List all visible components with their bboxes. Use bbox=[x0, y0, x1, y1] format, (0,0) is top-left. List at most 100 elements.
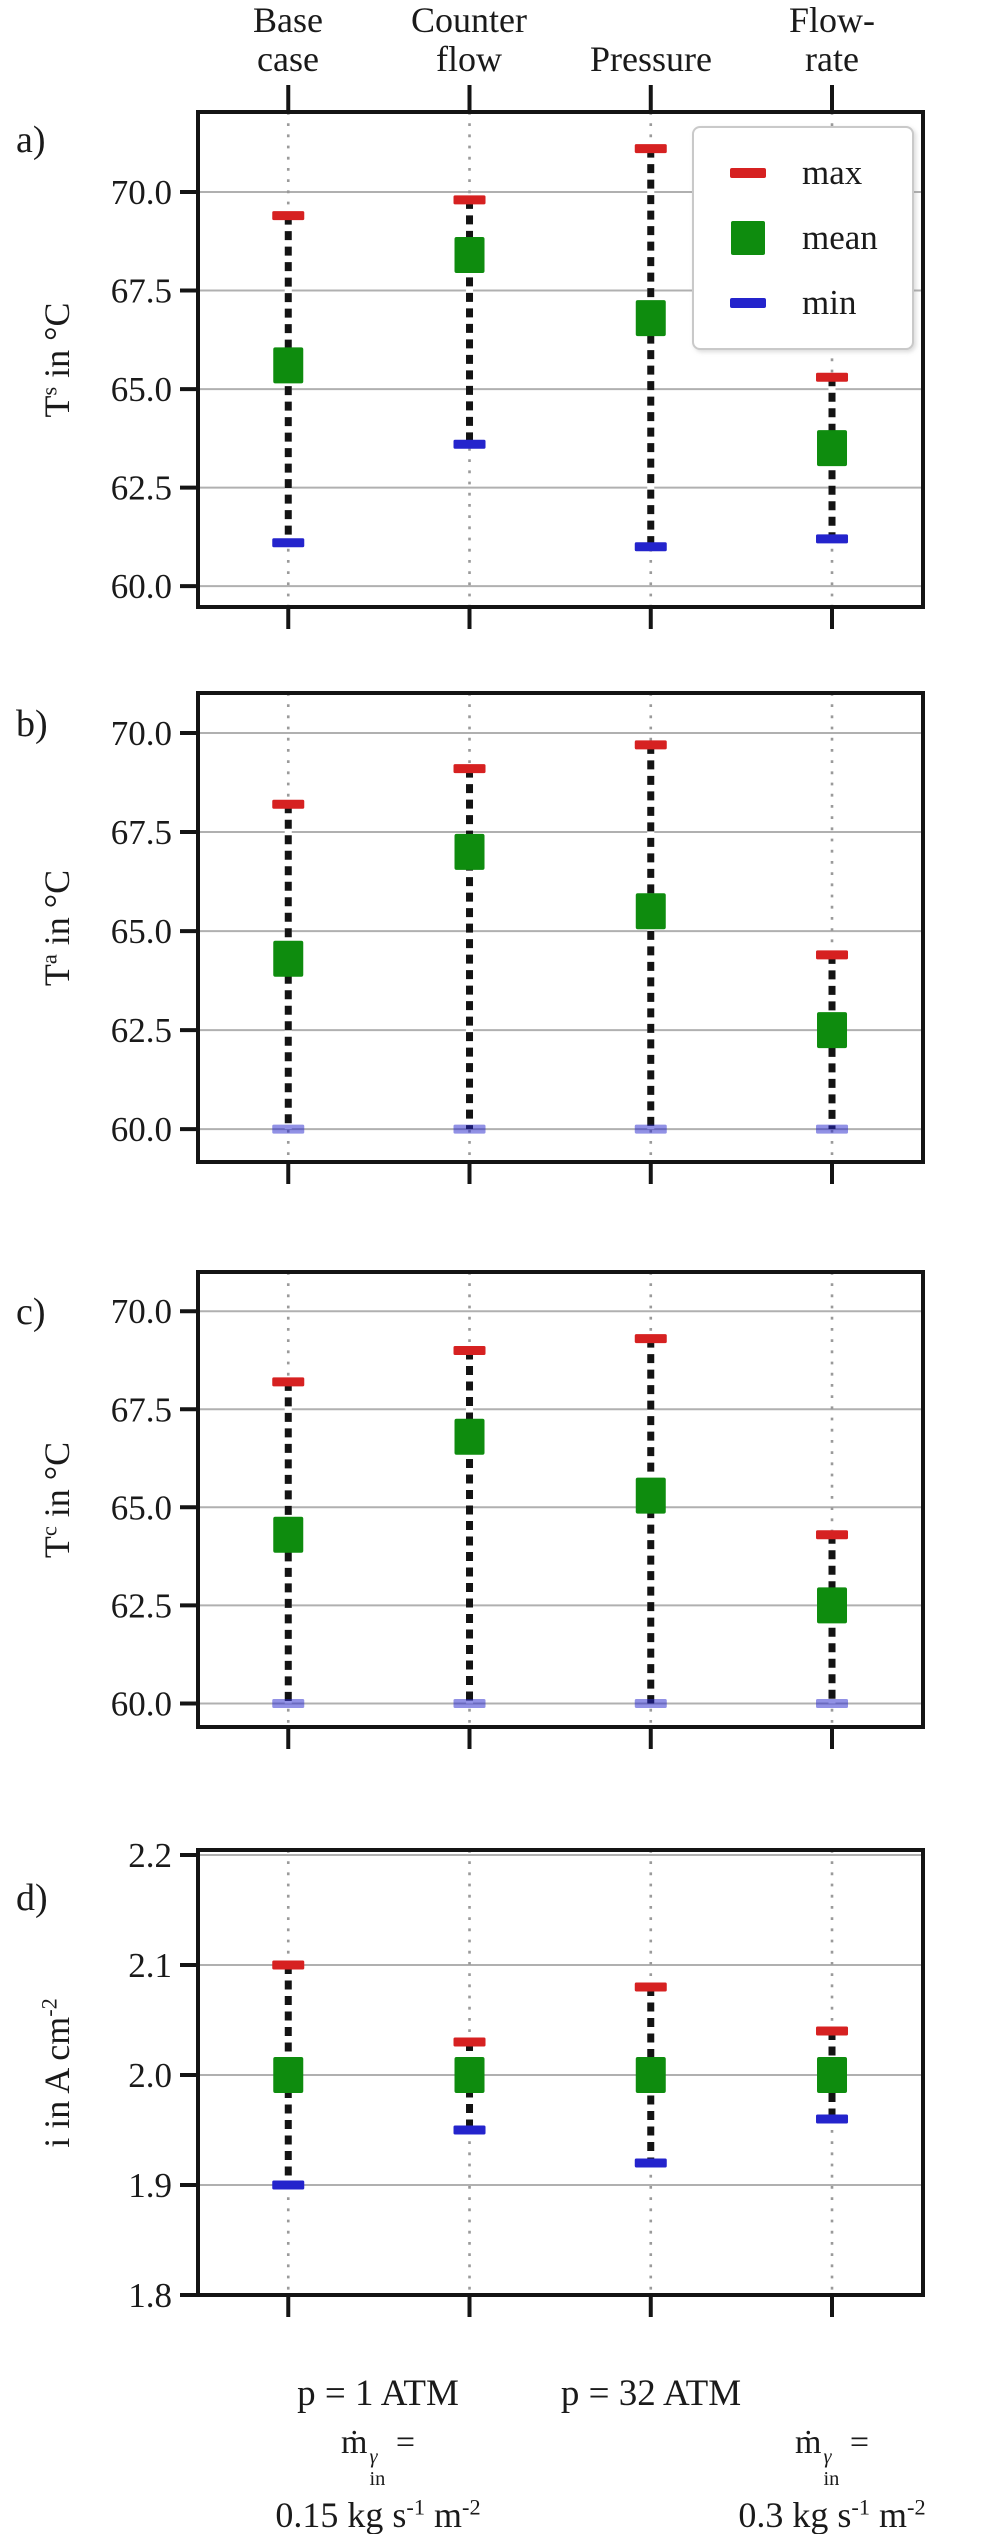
value-text: 0.15 kg s bbox=[275, 2495, 407, 2534]
column-header-counter-flow: Counter flow bbox=[411, 0, 527, 80]
legend: max mean min bbox=[692, 126, 914, 350]
max-marker bbox=[816, 2026, 849, 2036]
min-marker bbox=[634, 1124, 667, 1134]
y-axis-label-a: Ts in °C bbox=[36, 302, 78, 417]
y-axis-label-c: Tc in °C bbox=[36, 1442, 78, 1558]
exponent-1: -1 bbox=[851, 2494, 870, 2520]
mean-marker bbox=[273, 940, 304, 977]
panel-label-a: a) bbox=[16, 119, 46, 161]
min-marker-icon bbox=[730, 298, 766, 308]
exponent-2: -2 bbox=[907, 2494, 926, 2520]
y-tick-label: 2.2 bbox=[128, 1836, 172, 1875]
y-axis-label-b-rest: in °C bbox=[37, 869, 77, 955]
y-tick-label: 2.0 bbox=[128, 2056, 172, 2095]
panel-label-b: b) bbox=[16, 703, 48, 745]
mean-marker bbox=[454, 237, 485, 274]
y-axis-label-c-base: T bbox=[37, 1536, 77, 1559]
max-marker bbox=[272, 1960, 305, 1970]
max-marker bbox=[634, 1982, 667, 1992]
y-tick-label: 65.0 bbox=[111, 370, 172, 409]
mdot-subsup: γ in bbox=[369, 2446, 386, 2490]
panel-label-d: d) bbox=[16, 1877, 48, 1919]
mean-marker bbox=[817, 1012, 848, 1049]
value-text: 0.3 kg s bbox=[738, 2495, 852, 2534]
min-marker bbox=[816, 1124, 849, 1134]
max-marker bbox=[453, 2037, 486, 2047]
mean-marker bbox=[635, 893, 666, 930]
mdot-sup-gamma: γ bbox=[823, 2446, 832, 2469]
max-marker bbox=[634, 740, 667, 750]
mdot-symbol: ṁ bbox=[340, 2424, 368, 2461]
max-marker bbox=[816, 950, 849, 960]
min-marker bbox=[453, 1698, 486, 1708]
mean-marker bbox=[273, 1516, 304, 1553]
legend-mean-swatch-box bbox=[694, 221, 802, 255]
mdot-formula-left: ṁ γ in = bbox=[275, 2424, 480, 2490]
max-marker bbox=[272, 1377, 305, 1387]
min-marker bbox=[272, 1124, 305, 1134]
max-marker bbox=[634, 144, 667, 154]
min-marker bbox=[272, 538, 305, 548]
plot-frame bbox=[196, 691, 925, 1164]
mdot-sub-in: in bbox=[369, 2467, 386, 2490]
mean-marker bbox=[635, 300, 666, 337]
min-marker bbox=[453, 1124, 486, 1134]
y-axis-label-d-sup: -2 bbox=[36, 1998, 62, 2017]
y-tick-label: 60.0 bbox=[111, 567, 172, 606]
legend-max-swatch-box bbox=[694, 168, 802, 178]
unit-m: m bbox=[425, 2495, 463, 2534]
y-tick-label: 65.0 bbox=[111, 1488, 172, 1527]
max-marker bbox=[816, 372, 849, 382]
plot-frame bbox=[196, 1270, 925, 1729]
min-marker bbox=[453, 2125, 486, 2135]
y-tick-label: 2.1 bbox=[128, 1946, 172, 1985]
y-axis-label-a-sup: s bbox=[36, 386, 62, 396]
column-header-flow-rate: Flow- rate bbox=[788, 0, 876, 80]
mdot-symbol: ṁ bbox=[794, 2424, 822, 2461]
legend-min-swatch-box bbox=[694, 298, 802, 308]
max-marker bbox=[453, 195, 486, 205]
y-tick-label: 67.5 bbox=[111, 813, 172, 852]
pressure-label-right: p = 32 ATM bbox=[560, 2373, 742, 2414]
mdot-formula-right: ṁ γ in = bbox=[738, 2424, 925, 2490]
legend-item-mean: mean bbox=[694, 218, 912, 258]
min-marker bbox=[453, 439, 486, 449]
mdot-subsup: γ in bbox=[823, 2446, 840, 2490]
y-tick-label: 60.0 bbox=[111, 1685, 172, 1724]
mdot-value-left: 0.15 kg s-1 m-2 bbox=[275, 2494, 480, 2534]
y-tick-label: 62.5 bbox=[111, 1011, 172, 1050]
y-tick-label: 70.0 bbox=[111, 173, 172, 212]
mdot-value-right: 0.3 kg s-1 m-2 bbox=[738, 2494, 925, 2534]
mean-marker-icon bbox=[731, 221, 765, 255]
y-tick-label: 1.9 bbox=[128, 2166, 172, 2205]
mean-marker bbox=[635, 2056, 666, 2093]
column-header-base-case: Base case bbox=[253, 0, 323, 80]
unit-m: m bbox=[870, 2495, 908, 2534]
y-tick-label: 67.5 bbox=[111, 1390, 172, 1429]
y-tick-label: 62.5 bbox=[111, 469, 172, 508]
y-axis-label-b: Ta in °C bbox=[36, 870, 78, 986]
exponent-2: -2 bbox=[462, 2494, 481, 2520]
y-axis-label-a-base: T bbox=[37, 395, 77, 418]
max-marker bbox=[272, 211, 305, 221]
min-marker bbox=[634, 542, 667, 552]
y-tick-label: 65.0 bbox=[111, 912, 172, 951]
min-marker bbox=[272, 1698, 305, 1708]
y-axis-label-b-base: T bbox=[37, 964, 77, 987]
legend-mean-label: mean bbox=[802, 218, 878, 257]
mean-marker bbox=[454, 1418, 485, 1455]
max-marker-icon bbox=[730, 168, 766, 178]
legend-item-max: max bbox=[694, 153, 912, 193]
equals-sign: = bbox=[841, 2424, 869, 2461]
y-tick-label: 60.0 bbox=[111, 1110, 172, 1149]
min-marker bbox=[816, 2114, 849, 2124]
mean-marker bbox=[817, 430, 848, 467]
mdot-sub-in: in bbox=[823, 2467, 840, 2490]
y-axis-label-a-rest: in °C bbox=[37, 302, 77, 387]
mdot-sup-gamma: γ bbox=[369, 2446, 378, 2469]
y-axis-label-b-sup: a bbox=[36, 954, 62, 965]
y-axis-label-c-rest: in °C bbox=[37, 1441, 77, 1527]
max-marker bbox=[634, 1334, 667, 1344]
